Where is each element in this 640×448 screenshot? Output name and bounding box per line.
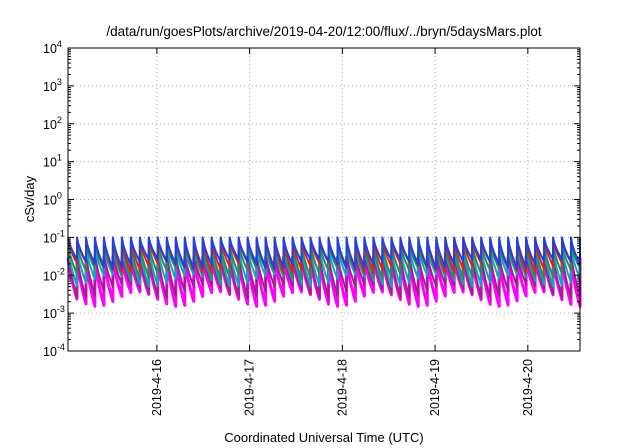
x-tick-label: 2019-4-18 (335, 359, 349, 416)
y-tick-label: 10-3 (43, 304, 65, 321)
grid-lines (68, 48, 580, 351)
series-line (67, 246, 581, 288)
x-tick-label: 2019-4-19 (428, 359, 442, 416)
y-tick-label: 100 (43, 191, 62, 208)
x-tick-label: 2019-4-16 (150, 359, 164, 416)
y-axis: 10-4 10-3 10-2 10-1 100 101 102 103 104 (43, 39, 580, 359)
series-line (67, 236, 581, 270)
y-tick-label: 10-4 (43, 342, 65, 359)
x-tick-label: 2019-4-20 (521, 359, 535, 416)
y-tick-label: 10-1 (43, 228, 65, 245)
y-tick-label: 10-2 (43, 266, 65, 283)
series-line (67, 251, 581, 299)
series-line (67, 242, 581, 280)
y-tick-label: 101 (43, 153, 62, 170)
chart-title: /data/run/goesPlots/archive/2019-04-20/1… (106, 24, 541, 39)
y-tick-label: 102 (43, 115, 62, 132)
data-series (66, 236, 582, 308)
y-tick-label: 104 (43, 39, 62, 56)
y-tick-label: 103 (43, 77, 62, 94)
x-tick-label: 2019-4-17 (243, 359, 257, 416)
x-axis-label: Coordinated Universal Time (UTC) (224, 430, 423, 445)
y-axis-label: cSv/day (22, 175, 37, 222)
x-axis: 2019-4-16 2019-4-17 2019-4-18 2019-4-19 2019… (150, 48, 535, 416)
